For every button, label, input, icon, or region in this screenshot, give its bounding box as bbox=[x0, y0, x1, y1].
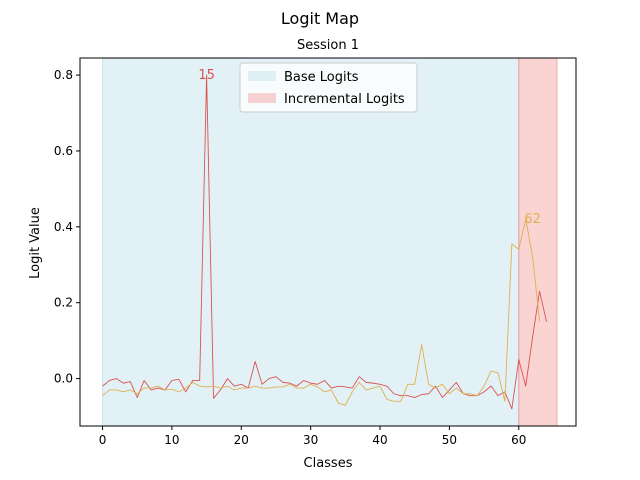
y-tick-label: 0.4 bbox=[54, 220, 73, 234]
region-incremental bbox=[518, 58, 557, 426]
series-line-1 bbox=[102, 74, 547, 410]
legend-label: Base Logits bbox=[284, 70, 359, 85]
y-tick-label: 0.8 bbox=[54, 68, 73, 82]
x-axis-label: Classes bbox=[304, 456, 353, 471]
legend-swatch bbox=[248, 71, 276, 81]
region-base bbox=[102, 58, 519, 426]
y-tick-label: 0.0 bbox=[54, 372, 73, 386]
y-tick-label: 0.2 bbox=[54, 296, 73, 310]
y-axis-label: Logit Value bbox=[28, 207, 43, 279]
y-tick-label: 0.6 bbox=[54, 144, 73, 158]
legend: Base Logits Incremental Logits bbox=[239, 62, 418, 113]
annotation-peak-label: 15 bbox=[198, 68, 215, 83]
x-tick-label: 30 bbox=[303, 433, 318, 447]
legend-label: Incremental Logits bbox=[284, 92, 405, 107]
plot-area: 15 62 0 10 20 30 40 50 60 0.0 0.2 0.4 0.6 0.8 bbox=[54, 57, 577, 447]
x-tick-label: 50 bbox=[442, 433, 457, 447]
axes-frame bbox=[79, 57, 577, 427]
x-tick-label: 20 bbox=[234, 433, 249, 447]
figure-suptitle: Logit Map bbox=[281, 9, 359, 28]
chart-title: Session 1 bbox=[297, 38, 359, 53]
x-tick-label: 60 bbox=[511, 433, 526, 447]
legend-box bbox=[239, 62, 418, 113]
x-tick-label: 40 bbox=[372, 433, 387, 447]
series-line-2 bbox=[102, 218, 541, 406]
legend-swatch bbox=[248, 93, 276, 103]
x-tick-label: 10 bbox=[164, 433, 179, 447]
x-tick-label: 0 bbox=[99, 433, 107, 447]
annotation-peak-label: 62 bbox=[524, 212, 541, 227]
